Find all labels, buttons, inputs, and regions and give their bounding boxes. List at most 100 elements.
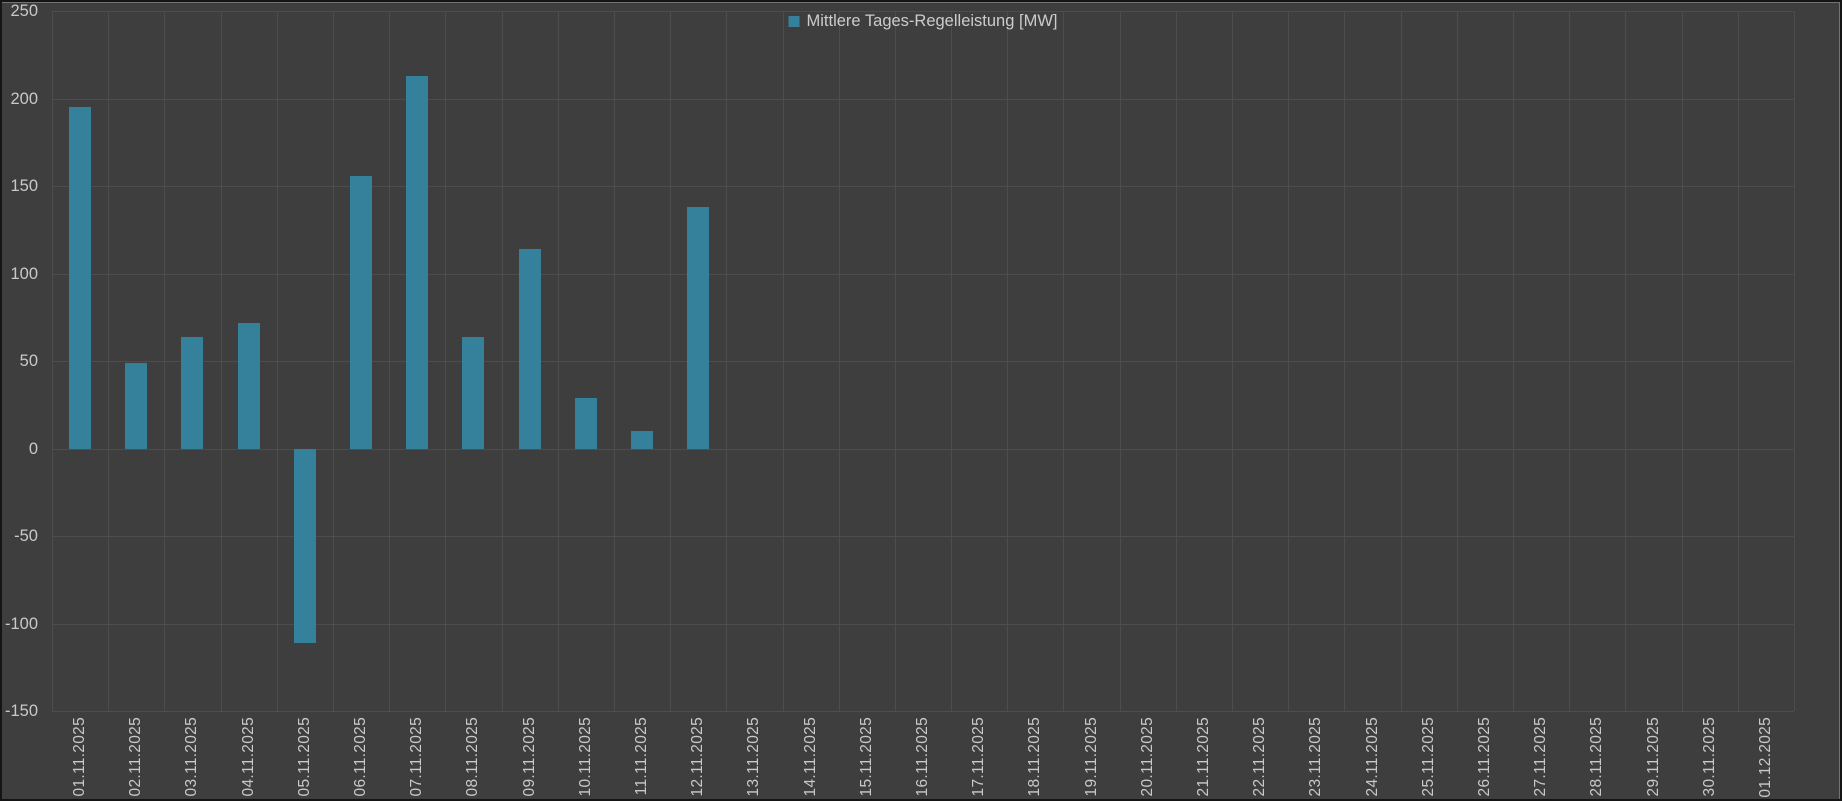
x-axis-cell: 16.11.2025 bbox=[895, 717, 951, 799]
x-axis-cell: 26.11.2025 bbox=[1457, 717, 1513, 799]
x-axis-label: 21.11.2025 bbox=[1194, 717, 1212, 797]
x-axis-cell: 05.11.2025 bbox=[277, 717, 333, 799]
x-axis-label: 30.11.2025 bbox=[1700, 717, 1718, 797]
x-axis-cell: 17.11.2025 bbox=[951, 717, 1007, 799]
v-gridline bbox=[1400, 11, 1402, 711]
bar[interactable] bbox=[406, 75, 429, 449]
bar[interactable] bbox=[631, 431, 654, 449]
x-axis-label: 28.11.2025 bbox=[1588, 717, 1606, 797]
bar[interactable] bbox=[181, 336, 204, 449]
x-axis-label: 18.11.2025 bbox=[1026, 717, 1044, 797]
bar[interactable] bbox=[69, 107, 92, 449]
x-axis-cell: 14.11.2025 bbox=[783, 717, 839, 799]
legend[interactable]: Mittlere Tages-Regelleistung [MW] bbox=[788, 12, 1058, 31]
x-axis-label: 13.11.2025 bbox=[745, 717, 763, 797]
bar[interactable] bbox=[237, 322, 260, 449]
x-axis-label: 01.11.2025 bbox=[71, 717, 89, 797]
v-gridline bbox=[1625, 11, 1627, 711]
x-axis-label: 02.11.2025 bbox=[127, 717, 145, 797]
x-axis-label: 03.11.2025 bbox=[183, 717, 201, 797]
v-gridline bbox=[894, 11, 896, 711]
v-gridline bbox=[220, 11, 222, 711]
v-gridline bbox=[670, 11, 672, 711]
x-axis-label: 17.11.2025 bbox=[970, 717, 988, 797]
v-gridline bbox=[389, 11, 391, 711]
x-axis-cell: 18.11.2025 bbox=[1007, 717, 1063, 799]
v-gridline bbox=[164, 11, 166, 711]
x-axis-cell: 29.11.2025 bbox=[1625, 717, 1681, 799]
x-axis-label: 07.11.2025 bbox=[408, 717, 426, 797]
x-axis-label: 16.11.2025 bbox=[913, 717, 931, 797]
v-gridline bbox=[501, 11, 503, 711]
h-gridline bbox=[52, 186, 1794, 187]
x-axis-cell: 23.11.2025 bbox=[1288, 717, 1344, 799]
x-axis-cell: 21.11.2025 bbox=[1176, 717, 1232, 799]
v-gridline bbox=[52, 11, 53, 711]
x-axis-cell: 11.11.2025 bbox=[614, 717, 670, 799]
y-axis-label: 250 bbox=[10, 2, 38, 20]
v-gridline bbox=[1513, 11, 1515, 711]
x-axis-label: 04.11.2025 bbox=[239, 717, 257, 797]
y-axis-label: 0 bbox=[28, 439, 38, 458]
v-gridline bbox=[332, 11, 334, 711]
h-gridline bbox=[52, 11, 1794, 12]
x-axis-cell: 28.11.2025 bbox=[1569, 717, 1625, 799]
h-gridline bbox=[52, 98, 1794, 100]
x-axis-cell: 06.11.2025 bbox=[333, 717, 389, 799]
x-axis-label: 12.11.2025 bbox=[689, 717, 707, 797]
v-gridline bbox=[1569, 11, 1571, 711]
x-axis-label: 19.11.2025 bbox=[1082, 717, 1100, 797]
x-axis-cell: 12.11.2025 bbox=[670, 717, 726, 799]
h-gridline bbox=[52, 536, 1794, 537]
x-axis-cell: 22.11.2025 bbox=[1232, 717, 1288, 799]
v-gridline bbox=[108, 11, 110, 711]
x-axis-label: 24.11.2025 bbox=[1363, 717, 1381, 797]
x-axis-cell: 15.11.2025 bbox=[839, 717, 895, 799]
x-axis-label: 09.11.2025 bbox=[520, 717, 538, 797]
v-gridline bbox=[613, 11, 615, 711]
legend-marker-icon bbox=[788, 16, 800, 27]
x-axis-cell: 08.11.2025 bbox=[445, 717, 501, 799]
x-axis-label: 26.11.2025 bbox=[1475, 717, 1493, 797]
bar[interactable] bbox=[574, 397, 597, 449]
y-axis-label: -50 bbox=[14, 527, 38, 545]
v-gridline bbox=[1119, 11, 1121, 711]
v-gridline bbox=[557, 11, 559, 711]
x-axis-label: 05.11.2025 bbox=[295, 717, 313, 797]
y-axis-label: -150 bbox=[4, 702, 38, 720]
x-axis-cell: 07.11.2025 bbox=[389, 717, 445, 799]
v-gridline bbox=[1175, 11, 1177, 711]
h-gridline bbox=[52, 273, 1794, 275]
x-axis-cell: 01.11.2025 bbox=[52, 717, 108, 799]
v-gridline bbox=[1232, 11, 1234, 711]
x-axis-label: 06.11.2025 bbox=[352, 717, 370, 797]
v-gridline bbox=[951, 11, 953, 711]
x-axis-cell: 01.12.2025 bbox=[1738, 717, 1794, 799]
bar[interactable] bbox=[293, 448, 316, 643]
x-axis-cell: 27.11.2025 bbox=[1513, 717, 1569, 799]
x-axis-cell: 09.11.2025 bbox=[502, 717, 558, 799]
x-axis-label: 14.11.2025 bbox=[801, 717, 819, 797]
bar[interactable] bbox=[125, 362, 148, 449]
x-axis-label: 10.11.2025 bbox=[576, 717, 594, 797]
x-axis-label: 11.11.2025 bbox=[633, 717, 651, 796]
bar[interactable] bbox=[462, 336, 485, 449]
y-axis-label: -100 bbox=[4, 614, 38, 633]
v-gridline bbox=[1288, 11, 1290, 711]
x-axis-cell: 30.11.2025 bbox=[1682, 717, 1738, 799]
x-axis-cell: 10.11.2025 bbox=[558, 717, 614, 799]
legend-label: Mittlere Tages-Regelleistung [MW] bbox=[806, 12, 1058, 30]
x-axis-label: 29.11.2025 bbox=[1644, 717, 1662, 797]
x-axis-cell: 24.11.2025 bbox=[1344, 717, 1400, 799]
x-axis-label: 20.11.2025 bbox=[1138, 717, 1156, 797]
v-gridline bbox=[1681, 11, 1683, 711]
v-gridline bbox=[1456, 11, 1458, 711]
bar[interactable] bbox=[350, 175, 373, 449]
v-gridline bbox=[726, 11, 728, 711]
bar[interactable] bbox=[687, 207, 710, 449]
v-gridline bbox=[445, 11, 447, 711]
bar[interactable] bbox=[518, 249, 541, 449]
y-axis-label: 100 bbox=[10, 264, 38, 283]
h-gridline bbox=[52, 623, 1794, 625]
